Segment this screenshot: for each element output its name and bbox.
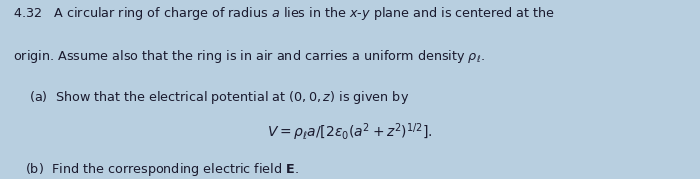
Text: origin. Assume also that the ring is in air and carries a uniform density $\rho_: origin. Assume also that the ring is in … <box>13 48 484 65</box>
Text: (a)  Show that the electrical potential at $(0,0,z)$ is given by: (a) Show that the electrical potential a… <box>13 90 409 107</box>
Text: $V = \rho_\ell a/[2\varepsilon_0(a^2+z^2)^{1/2}].$: $V = \rho_\ell a/[2\varepsilon_0(a^2+z^2… <box>267 122 433 143</box>
Text: 4.32   A circular ring of charge of radius $a$ lies in the $x$-$y$ plane and is : 4.32 A circular ring of charge of radius… <box>13 5 554 22</box>
Text: (b)  Find the corresponding electric field $\mathbf{E}$.: (b) Find the corresponding electric fiel… <box>25 161 298 178</box>
